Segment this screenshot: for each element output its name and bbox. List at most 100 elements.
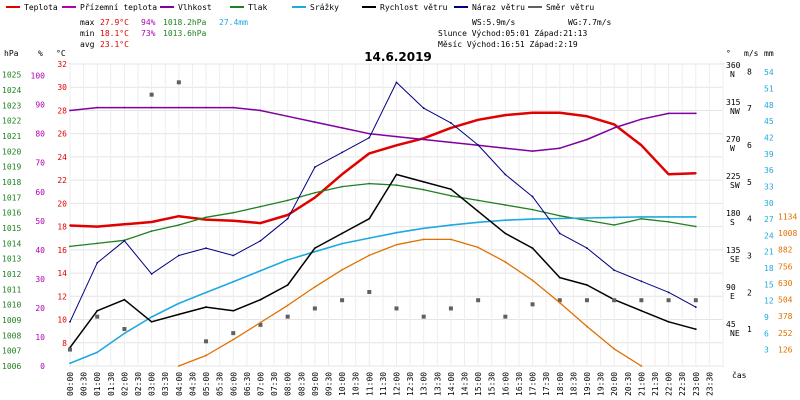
degc-tick: 18 <box>57 223 67 232</box>
series-point-tlak <box>640 217 643 220</box>
mm-tick: 45 <box>764 117 774 126</box>
dir-axis-unit: ° <box>726 49 731 58</box>
dir-tick: 135 <box>726 246 741 255</box>
hpa-tick: 1024 <box>2 86 21 95</box>
series-point-tlak <box>613 224 616 226</box>
series-point-teplota <box>694 172 697 175</box>
series-point-srazky <box>586 217 588 219</box>
series-point-tlak <box>341 185 343 188</box>
dir-tick: 45 <box>726 320 736 329</box>
series-point-vlhkost <box>450 141 452 144</box>
series-point-vlhkost <box>286 115 289 118</box>
legend-label: Srážky <box>310 3 339 12</box>
series-point-rychlost-vetru <box>177 313 180 316</box>
mm-tick: 3 <box>764 346 769 355</box>
dir-tick: 180 <box>726 209 741 218</box>
series-point-vlhkost <box>232 106 235 109</box>
time-tick: 06:30 <box>243 372 252 396</box>
series-point-tlak <box>368 182 371 185</box>
series-point-teplota <box>450 126 452 129</box>
pct-tick: 0 <box>40 362 45 371</box>
time-tick: 21:30 <box>651 372 660 396</box>
series-point-srazky <box>286 258 289 261</box>
wm2-tick: 504 <box>778 296 793 305</box>
time-tick: 17:00 <box>529 372 538 396</box>
time-tick: 15:00 <box>474 372 483 396</box>
series-point-teplota <box>259 222 262 225</box>
stats-moon: Měsíc Východ:16:51 Západ:2:19 <box>438 40 578 49</box>
series-point-slunecni-zareni <box>286 304 289 307</box>
series-point-rychlost-vetru <box>450 188 452 191</box>
series-point-tlak <box>694 225 697 228</box>
ms-tick: 2 <box>747 288 752 297</box>
series-point-naraz-vetru <box>694 306 697 308</box>
dir-name: NW <box>730 107 740 116</box>
series-point-naraz-vetru <box>150 273 153 275</box>
hpa-tick: 1007 <box>2 347 21 356</box>
stats-wg: WG:7.7m/s <box>568 18 612 27</box>
series-point-tlak <box>177 224 180 226</box>
series-point-rychlost-vetru <box>667 320 670 323</box>
time-tick: 00:00 <box>66 372 75 396</box>
ms-axis-unit: m/s <box>744 49 759 58</box>
series-point-srazky <box>205 291 207 294</box>
degc-tick: 20 <box>57 199 67 208</box>
series-point-teplota <box>504 114 507 117</box>
series-point-rychlost-vetru <box>694 328 697 331</box>
mm-tick: 51 <box>764 84 774 93</box>
degc-tick: 28 <box>57 106 67 115</box>
series-point-slunecni-zareni <box>450 238 452 241</box>
wm2-tick: 252 <box>778 329 793 338</box>
ms-tick: 3 <box>747 252 752 261</box>
series-point-naraz-vetru <box>450 122 452 124</box>
pct-tick: 80 <box>35 130 45 139</box>
series-point-naraz-vetru <box>558 232 561 235</box>
wind-direction-point <box>503 314 508 319</box>
time-tick: 02:00 <box>120 372 129 396</box>
dir-name: W <box>730 144 735 153</box>
series-point-slunecni-zareni <box>640 365 643 367</box>
series-point-vlhkost <box>123 106 126 109</box>
time-tick: 13:00 <box>420 372 429 396</box>
dir-tick: 360 <box>726 61 741 70</box>
series-point-srazky <box>368 237 371 240</box>
series-point-slunecni-zareni <box>558 301 561 304</box>
ms-tick: 7 <box>747 104 752 113</box>
hpa-tick: 1018 <box>2 178 21 187</box>
wind-direction-point <box>231 331 236 336</box>
mm-tick: 24 <box>764 231 774 240</box>
stats-min-hum: 73% <box>141 29 156 38</box>
wind-direction-point <box>612 298 617 303</box>
stats-max-temp: 27.9°C <box>100 18 129 27</box>
series-line-naraz-vetru <box>69 81 697 323</box>
time-tick: 20:00 <box>610 372 619 396</box>
wm2-tick: 1008 <box>778 229 797 238</box>
hpa-tick: 1008 <box>2 331 21 340</box>
series-line-vlhkost <box>69 106 696 152</box>
series-point-vlhkost <box>96 106 99 109</box>
series-point-teplota <box>558 111 561 114</box>
series-point-srazky <box>531 218 534 220</box>
wind-direction-point <box>122 327 127 331</box>
series-point-tlak <box>286 199 289 202</box>
time-tick: 22:30 <box>678 372 687 396</box>
time-tick: 12:00 <box>393 372 402 396</box>
legend-label: Tlak <box>248 3 267 12</box>
pct-tick: 10 <box>35 333 45 342</box>
series-point-naraz-vetru <box>96 261 99 264</box>
pct-tick: 30 <box>35 275 45 284</box>
series-point-slunecni-zareni <box>259 321 262 324</box>
series-point-naraz-vetru <box>286 217 289 220</box>
series-point-vlhkost <box>259 109 262 112</box>
series-line-slunecni-zareni <box>178 238 642 367</box>
series-point-slunecni-zareni <box>395 243 398 246</box>
time-tick: 09:30 <box>324 372 333 396</box>
series-point-slunecni-zareni <box>422 238 425 241</box>
x-axis-label: čas <box>732 370 747 380</box>
series-point-slunecni-zareni <box>504 260 507 263</box>
hpa-tick: 1019 <box>2 163 21 172</box>
series-point-srazky <box>395 231 398 234</box>
series-point-srazky <box>613 216 616 219</box>
mm-tick: 9 <box>764 313 769 322</box>
